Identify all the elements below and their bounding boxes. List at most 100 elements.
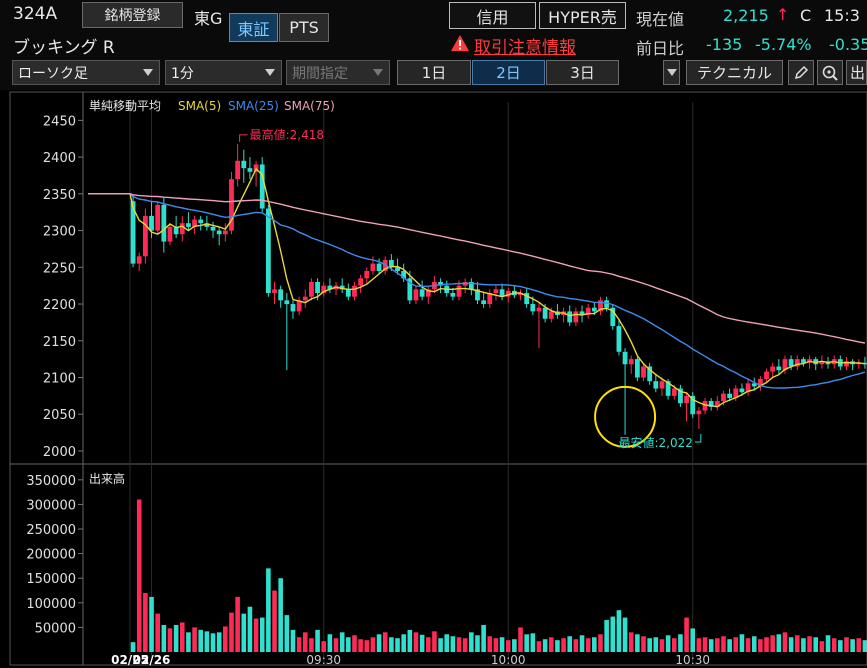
volume-bar	[130, 642, 136, 652]
low-marker-arrow	[694, 433, 702, 443]
price-value: 2,215	[723, 6, 769, 25]
technical-button[interactable]: テクニカル	[686, 60, 783, 85]
candle-body	[425, 289, 431, 297]
volume-bar	[555, 640, 560, 652]
volume-bar	[192, 627, 197, 652]
tab-pts[interactable]: PTS	[279, 13, 329, 42]
technical-dropdown-button[interactable]	[663, 60, 680, 85]
volume-bar	[585, 638, 591, 652]
volume-bar	[143, 592, 148, 652]
volume-bar	[850, 639, 855, 652]
candle-body	[622, 351, 628, 365]
x-tick-label: 10:30	[675, 653, 710, 667]
period-select[interactable]: 期間指定	[286, 60, 390, 85]
candle-body	[727, 393, 733, 399]
volume-bar	[216, 632, 222, 652]
volume-bar	[395, 638, 400, 652]
legend-sma5: SMA(5)	[178, 99, 221, 113]
price-label: 現在値	[636, 10, 685, 29]
volume-bar	[444, 634, 450, 652]
volume-bar	[794, 635, 800, 652]
candle-body	[628, 359, 634, 365]
candle-body	[450, 293, 456, 297]
chevron-down-icon	[373, 69, 383, 76]
volume-bar	[210, 633, 216, 652]
volume-bar	[235, 596, 240, 652]
tab-1day[interactable]: 1日	[397, 60, 471, 85]
candle-body	[149, 215, 154, 231]
price-tick-label: 2050	[43, 408, 76, 423]
high-annotation: 最高値:2,418	[250, 127, 324, 142]
volume-bar	[370, 637, 376, 652]
volume-tick-label: 150000	[26, 572, 76, 587]
candle-body	[321, 285, 327, 294]
chart-type-select[interactable]: ローソク足	[12, 60, 160, 85]
candle-body	[542, 307, 548, 319]
margin-button[interactable]: 信用	[449, 2, 536, 29]
volume-bar	[702, 637, 708, 652]
ticker-code: 324A	[13, 4, 58, 24]
output-button[interactable]: 出	[846, 60, 867, 85]
price-tick-label: 2100	[43, 372, 76, 387]
candle-body	[598, 300, 603, 312]
candle-body	[801, 359, 806, 363]
candle-body	[751, 383, 757, 387]
volume-bar	[321, 641, 327, 652]
candle-body	[782, 359, 788, 371]
volume-bar	[567, 636, 573, 652]
volume-bar	[678, 634, 683, 652]
candle-body	[721, 393, 726, 402]
volume-tick-label: 50000	[35, 621, 76, 636]
candle-body	[487, 293, 493, 305]
tab-3day[interactable]: 3日	[546, 60, 619, 85]
candle-body	[198, 219, 204, 224]
candle-body	[210, 226, 216, 231]
volume-bar	[179, 622, 185, 652]
volume-bar	[813, 637, 819, 652]
volume-bar	[493, 638, 499, 652]
candle-body	[690, 395, 696, 415]
candle-body	[567, 311, 573, 323]
candle-body	[222, 230, 228, 235]
register-button[interactable]: 銘柄登録	[82, 2, 183, 28]
candle-body	[376, 263, 382, 271]
zoom-icon[interactable]	[817, 60, 843, 85]
tab-tse[interactable]: 東証	[229, 13, 278, 42]
candle-body	[265, 208, 271, 294]
volume-bar	[173, 624, 179, 652]
candle-body	[327, 285, 333, 290]
volume-bar	[727, 639, 732, 652]
trade-warning-link[interactable]: 取引注意情報	[474, 38, 576, 58]
market-label: 東G	[194, 9, 223, 28]
chevron-down-icon	[265, 69, 275, 76]
volume-bar	[419, 634, 425, 652]
x-tick-label: 02/25	[111, 653, 149, 667]
candle-body	[395, 267, 400, 271]
volume-bar	[573, 639, 579, 652]
volume-bar	[524, 634, 529, 652]
volume-bar	[512, 639, 517, 652]
hyper-sell-button[interactable]: HYPER売	[539, 2, 626, 29]
interval-select[interactable]: 1分	[165, 60, 282, 85]
pencil-icon[interactable]	[788, 60, 814, 85]
candle-body	[370, 263, 376, 271]
volume-bar	[542, 639, 548, 652]
volume-bar	[259, 617, 265, 652]
candle-body	[173, 226, 179, 235]
volume-bar	[352, 635, 357, 652]
change-label: 前日比	[636, 39, 685, 58]
candle-body	[438, 282, 443, 286]
volume-bar	[327, 634, 333, 652]
candle-body	[284, 300, 290, 305]
volume-bar	[518, 627, 523, 652]
candle-body	[794, 359, 800, 367]
price-tick-label: 2350	[43, 188, 76, 203]
volume-bar	[223, 626, 228, 652]
volume-bar	[487, 636, 493, 652]
volume-bar	[690, 628, 696, 652]
candle-body	[475, 289, 480, 301]
tab-2day[interactable]: 2日	[472, 60, 545, 85]
volume-bar	[278, 578, 283, 652]
volume-bar	[548, 637, 554, 652]
volume-bar	[733, 637, 739, 652]
